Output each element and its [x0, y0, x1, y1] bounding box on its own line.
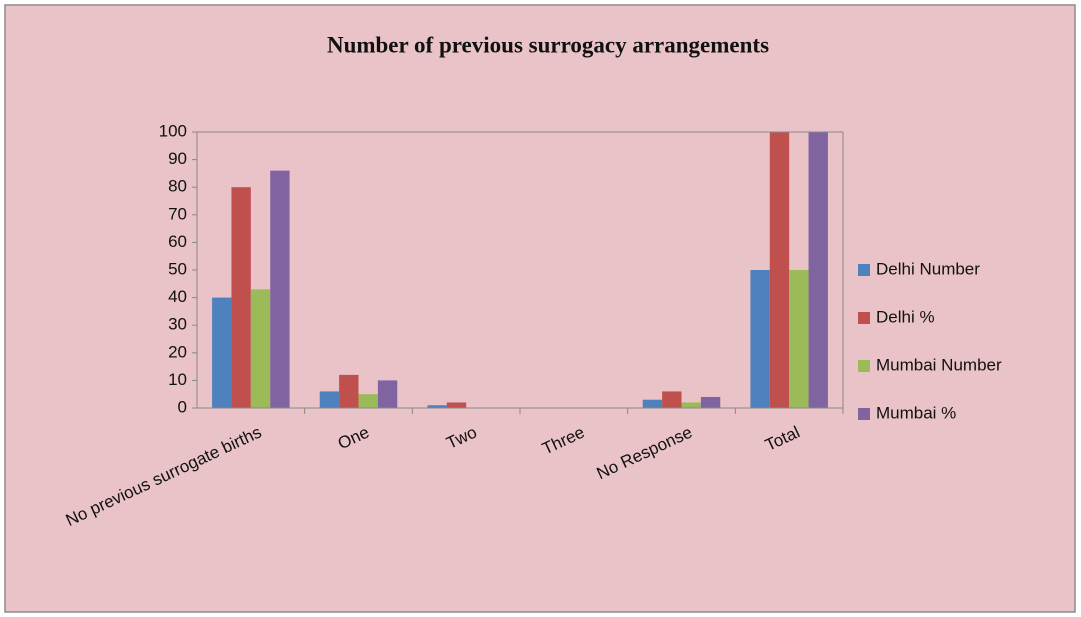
bar	[270, 170, 290, 408]
y-tick-label: 60	[168, 232, 187, 251]
bar	[808, 132, 828, 408]
chart-title: Number of previous surrogacy arrangement…	[327, 32, 769, 57]
bar	[212, 297, 232, 408]
y-tick-label: 10	[168, 370, 187, 389]
y-tick-label: 30	[168, 315, 187, 334]
bar	[642, 399, 663, 408]
bar	[358, 394, 378, 408]
y-tick-label: 90	[168, 149, 187, 168]
legend-label: Delhi %	[876, 307, 935, 326]
bar	[231, 187, 251, 408]
legend-swatch	[858, 408, 870, 420]
bar	[377, 380, 398, 408]
legend-label: Mumbai %	[876, 403, 956, 422]
y-tick-label: 0	[178, 397, 187, 416]
y-tick-label: 80	[168, 177, 187, 196]
legend-swatch	[858, 360, 870, 372]
y-tick-label: 50	[168, 259, 187, 278]
y-tick-label: 100	[159, 121, 187, 140]
bar	[700, 396, 721, 408]
chart-background	[4, 4, 1076, 613]
y-tick-label: 70	[168, 204, 187, 223]
bar	[319, 391, 340, 408]
y-tick-label: 20	[168, 342, 187, 361]
bar	[446, 402, 467, 408]
bar	[769, 132, 790, 408]
bar	[750, 270, 770, 408]
y-tick-label: 40	[168, 287, 187, 306]
bar	[339, 374, 359, 408]
bar	[789, 270, 809, 408]
bar	[250, 289, 271, 408]
bar	[662, 391, 682, 408]
legend-swatch	[858, 312, 870, 324]
legend-swatch	[858, 264, 870, 276]
bar	[427, 405, 447, 408]
bar	[681, 402, 701, 408]
legend-label: Mumbai Number	[876, 355, 1002, 374]
legend-label: Delhi Number	[876, 259, 980, 278]
